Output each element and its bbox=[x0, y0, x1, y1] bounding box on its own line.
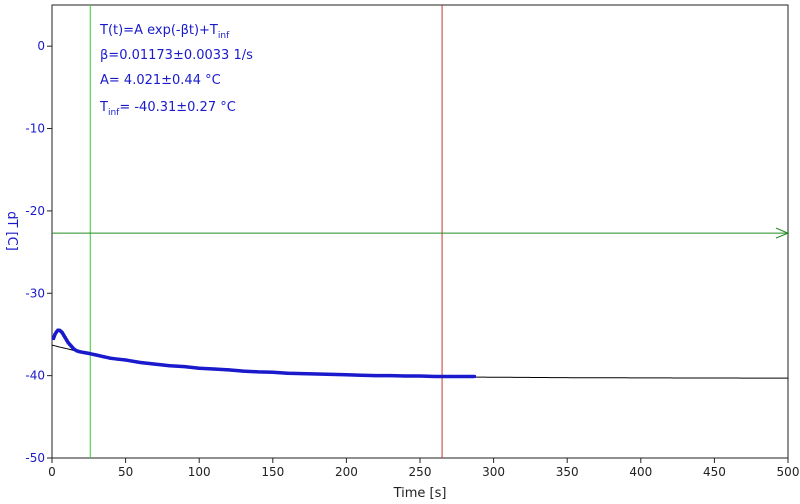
x-axis: 0 50 100 150 200 250 300 350 400 450 500 bbox=[48, 458, 799, 479]
data-point bbox=[87, 351, 91, 355]
data-point bbox=[359, 373, 363, 377]
data-point bbox=[182, 365, 186, 369]
data-point bbox=[300, 372, 304, 376]
data-point bbox=[124, 358, 128, 362]
data-point bbox=[71, 346, 75, 350]
x-tick-label: 250 bbox=[409, 465, 432, 479]
annotation-beta: β=0.01173±0.0033 1/s bbox=[100, 48, 253, 63]
data-point bbox=[69, 344, 73, 348]
x-tick-label: 350 bbox=[556, 465, 579, 479]
annotation-tinf: Tinf= -40.31±0.27 °C bbox=[99, 100, 236, 118]
markers bbox=[52, 5, 790, 458]
data-point bbox=[102, 355, 106, 359]
data-point bbox=[66, 341, 70, 345]
y-tick-label: -50 bbox=[25, 451, 45, 465]
x-tick-label: 300 bbox=[482, 465, 505, 479]
y-tick-label: -40 bbox=[25, 369, 45, 383]
data-point bbox=[447, 374, 451, 378]
data-point bbox=[271, 370, 275, 374]
data-point bbox=[462, 374, 466, 378]
y-tick-label: -20 bbox=[25, 204, 45, 218]
data-point bbox=[82, 351, 86, 355]
data-point bbox=[256, 370, 260, 374]
data-point bbox=[109, 356, 113, 360]
data-point bbox=[227, 368, 231, 372]
data-point bbox=[59, 329, 63, 333]
x-tick-label: 500 bbox=[777, 465, 800, 479]
data-point bbox=[472, 374, 476, 378]
data-point bbox=[418, 374, 422, 378]
x-tick-label: 150 bbox=[261, 465, 284, 479]
y-axis-label: dT [C] bbox=[4, 211, 19, 251]
x-tick-label: 200 bbox=[335, 465, 358, 479]
data-point bbox=[197, 366, 201, 370]
x-tick-label: 50 bbox=[118, 465, 133, 479]
data-point bbox=[433, 374, 437, 378]
data-point bbox=[330, 372, 334, 376]
data-layer bbox=[51, 328, 476, 379]
data-point bbox=[168, 364, 172, 368]
data-point bbox=[153, 362, 157, 366]
data-point bbox=[116, 357, 120, 361]
x-axis-label: Time [s] bbox=[393, 486, 447, 501]
data-point bbox=[138, 360, 142, 364]
y-axis: 0 -10 -20 -30 -40 -50 bbox=[25, 39, 52, 465]
data-point bbox=[62, 333, 66, 337]
data-point bbox=[241, 369, 245, 373]
data-point bbox=[53, 332, 57, 336]
data-point bbox=[63, 336, 67, 340]
x-tick-label: 400 bbox=[629, 465, 652, 479]
data-point bbox=[78, 350, 82, 354]
fit-annotation: T(t)=A exp(-βt)+Tinf β=0.01173±0.0033 1/… bbox=[99, 23, 253, 118]
data-point bbox=[68, 342, 72, 346]
x-tick-label: 100 bbox=[188, 465, 211, 479]
data-point bbox=[286, 371, 290, 375]
threshold-arrow bbox=[775, 227, 790, 239]
data-point bbox=[51, 337, 55, 341]
data-point bbox=[374, 374, 378, 378]
x-tick-label: 450 bbox=[703, 465, 726, 479]
y-tick-label: 0 bbox=[37, 39, 45, 53]
data-point bbox=[72, 347, 76, 351]
y-tick-label: -10 bbox=[25, 122, 45, 136]
data-point bbox=[94, 353, 98, 357]
data-point bbox=[75, 349, 79, 353]
data-point bbox=[65, 338, 69, 342]
data-point bbox=[344, 373, 348, 377]
data-point bbox=[60, 331, 64, 335]
plot-area bbox=[51, 4, 789, 459]
annotation-equation: T(t)=A exp(-βt)+Tinf bbox=[99, 23, 230, 41]
data-point bbox=[389, 374, 393, 378]
annotation-amplitude: A= 4.021±0.44 °C bbox=[100, 73, 221, 88]
x-tick-label: 0 bbox=[48, 465, 56, 479]
data-point bbox=[54, 330, 58, 334]
data-point bbox=[212, 367, 216, 371]
data-point bbox=[403, 374, 407, 378]
y-tick-label: -30 bbox=[25, 286, 45, 300]
data-point bbox=[315, 372, 319, 376]
